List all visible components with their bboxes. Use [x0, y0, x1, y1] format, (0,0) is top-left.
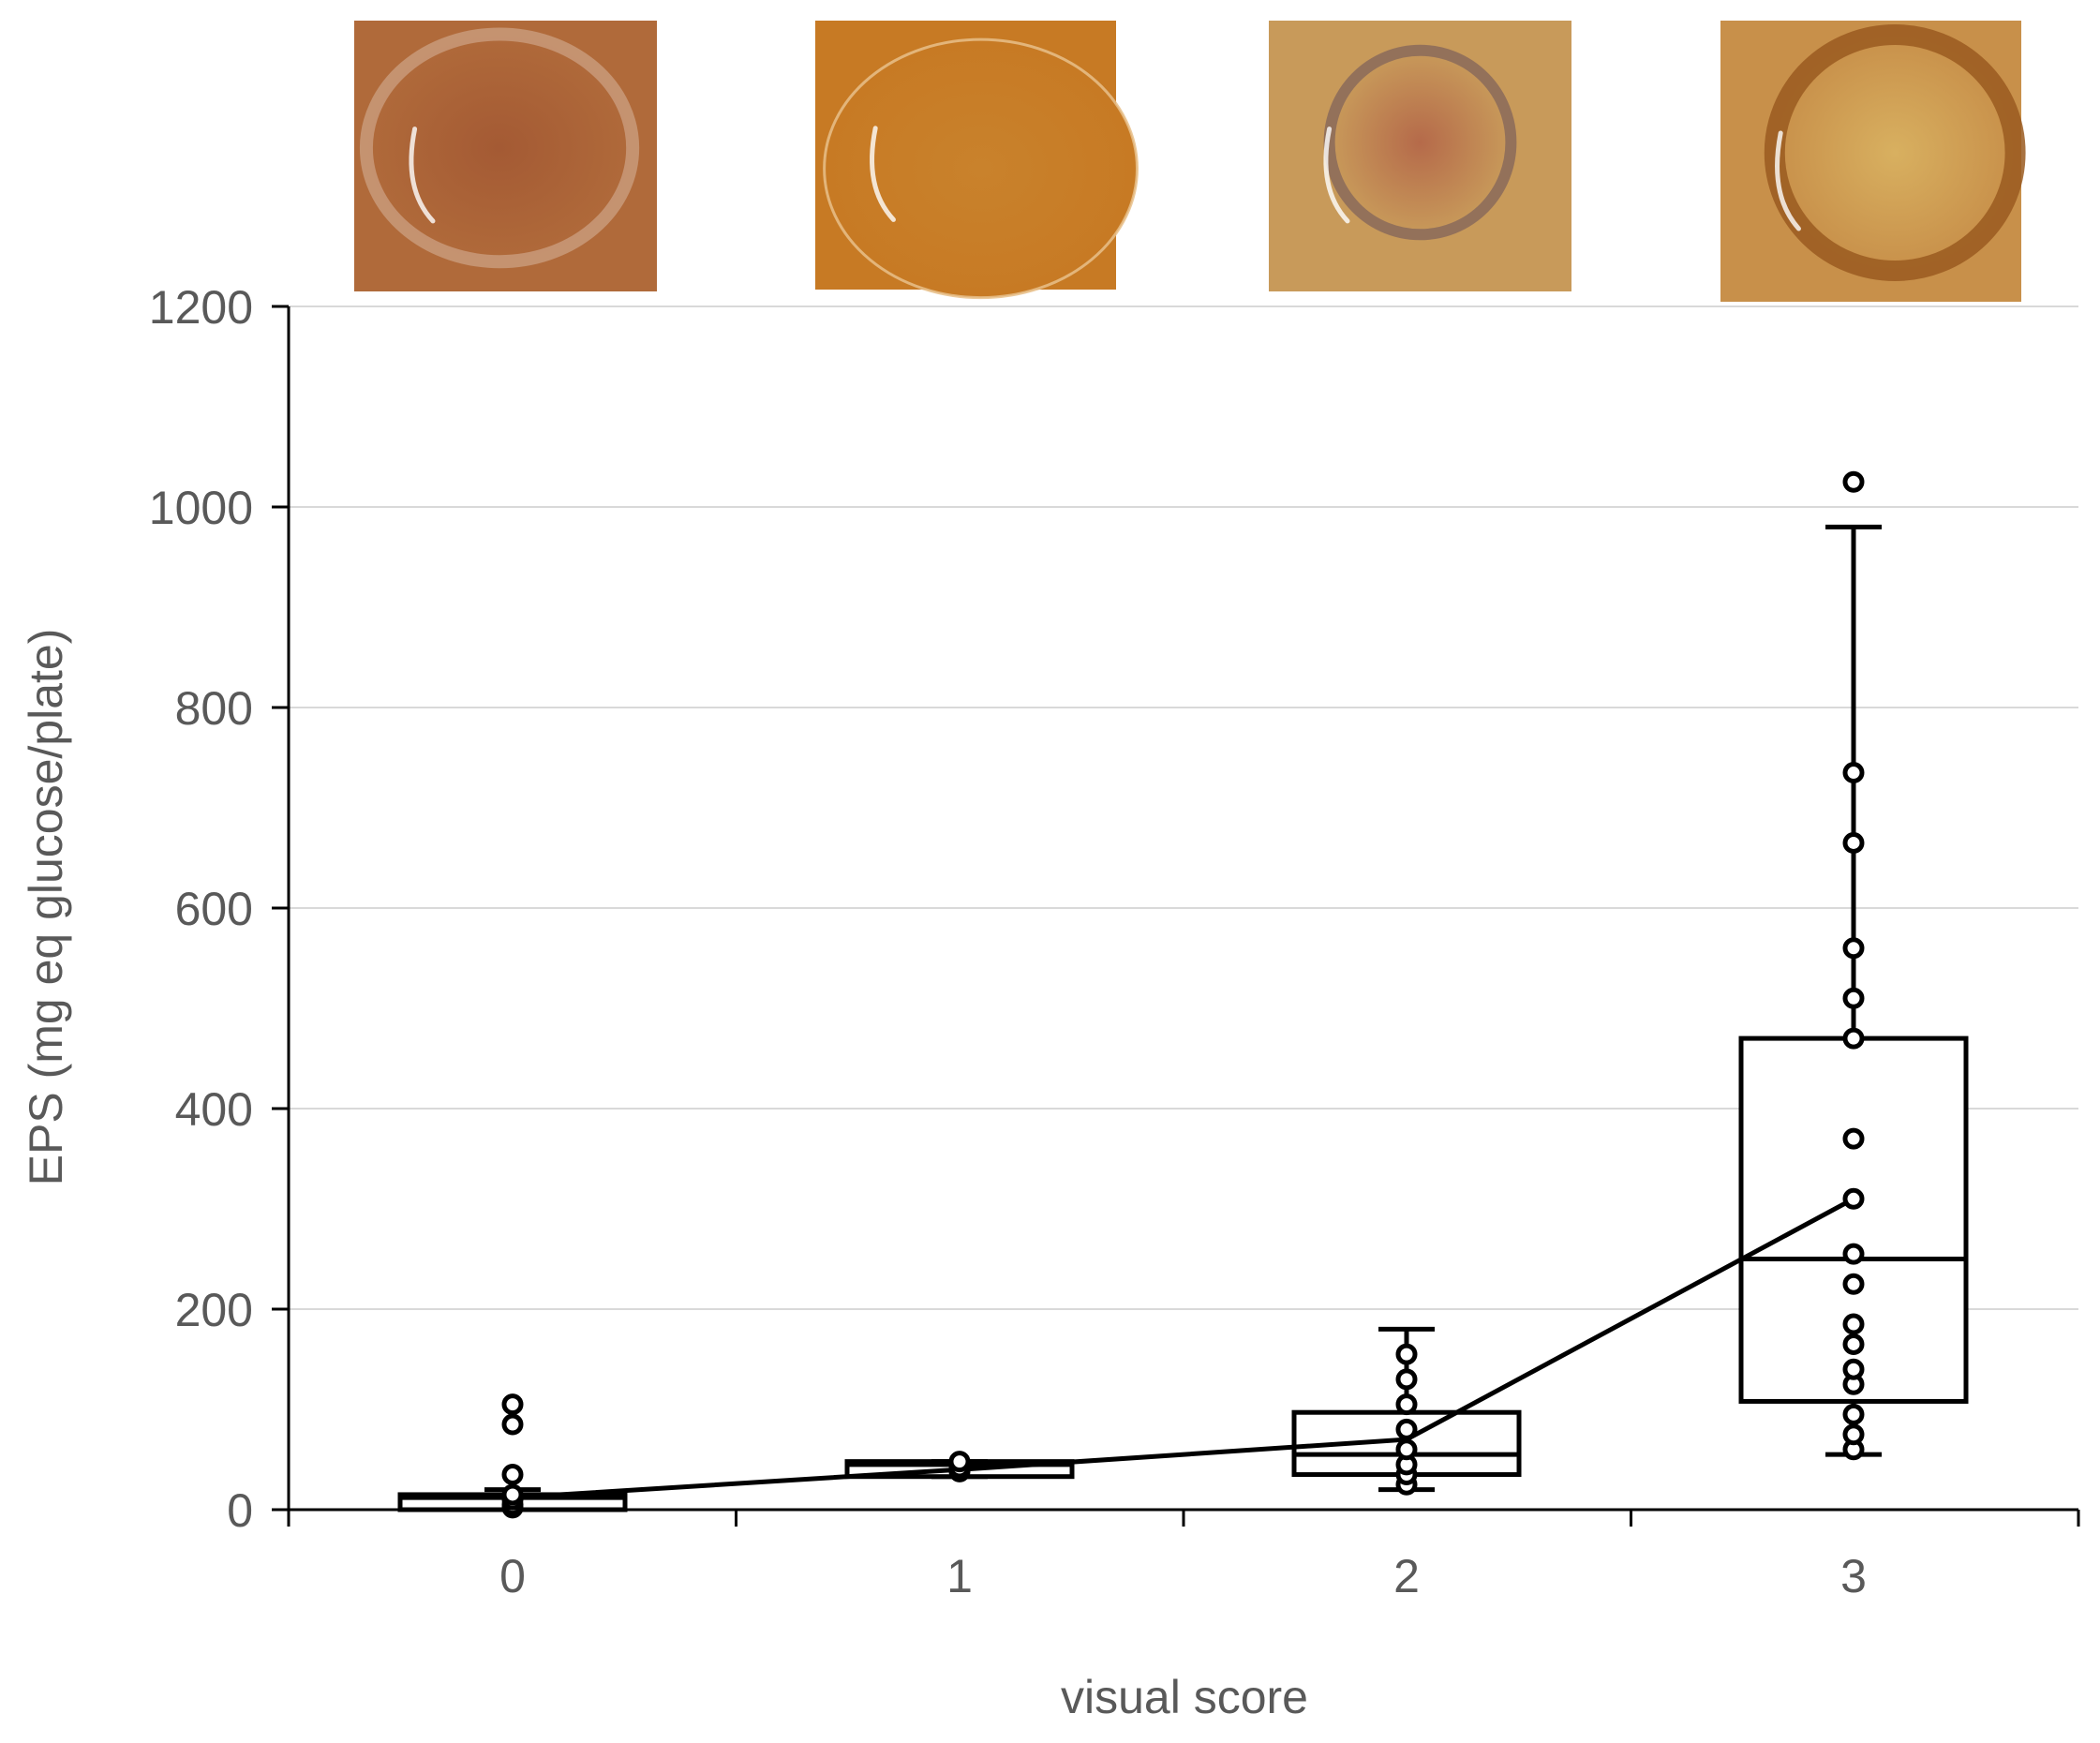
plate-glare [1775, 130, 1801, 231]
x-tick-label: 3 [1840, 1550, 1867, 1602]
points-score-3 [1842, 470, 1865, 1461]
plate-colony-ellipse [359, 27, 640, 269]
point-series [501, 470, 1865, 1519]
gridlines [289, 305, 2078, 1310]
points-score-1 [948, 1451, 971, 1482]
data-point [501, 1464, 524, 1486]
plate-photo-score-1 [815, 21, 1139, 300]
data-point [501, 1413, 524, 1436]
plate-glare [409, 127, 436, 224]
x-axis-title: visual score [1061, 1671, 1308, 1723]
data-point [1842, 1273, 1865, 1295]
data-point [948, 1451, 971, 1473]
y-tick-label: 1200 [149, 281, 253, 334]
data-point [1842, 937, 1865, 960]
data-point [1395, 1343, 1418, 1365]
mean-line [512, 1197, 1855, 1500]
data-point [1842, 1187, 1865, 1210]
data-point [1842, 762, 1865, 784]
data-point [1842, 987, 1865, 1009]
mean-series [512, 1197, 1855, 1500]
plate-colony-ellipse [823, 37, 1139, 300]
data-point [1842, 1313, 1865, 1335]
data-point [1842, 1333, 1865, 1355]
data-point [1395, 1438, 1418, 1461]
data-point [1395, 1393, 1418, 1416]
data-point [1842, 1358, 1865, 1380]
plate-glare [870, 126, 896, 222]
axes: 0 200 400 600 800 1000 1200 0 1 2 3 [149, 281, 2080, 1602]
plate-colony-ellipse [1764, 24, 2026, 281]
box-series [397, 524, 1969, 1512]
data-point [501, 1483, 524, 1506]
points-score-0 [501, 1393, 524, 1519]
data-point [1842, 1243, 1865, 1265]
plate-glare [1323, 127, 1350, 224]
y-tick-label: 0 [227, 1484, 253, 1537]
plate-photo-score-0 [354, 21, 657, 291]
y-tick-label: 1000 [149, 482, 253, 534]
data-point [1842, 1403, 1865, 1425]
points-score-2 [1395, 1343, 1418, 1496]
x-tick-label: 0 [499, 1550, 526, 1602]
data-point [1842, 831, 1865, 854]
plate-photos [354, 21, 2026, 302]
y-tick-label: 400 [175, 1083, 253, 1136]
y-tick-label: 600 [175, 883, 253, 935]
plate-photo-score-2 [1269, 21, 1571, 291]
data-point [1842, 1423, 1865, 1446]
data-point [1842, 1027, 1865, 1050]
y-tick-label: 200 [175, 1284, 253, 1336]
axis-labels: visual score EPS (mg eq glucose/plate) [20, 629, 1308, 1723]
data-point [1842, 470, 1865, 493]
data-point [1395, 1368, 1418, 1391]
x-tick-label: 1 [946, 1550, 973, 1602]
data-point [1842, 1127, 1865, 1150]
data-point [1395, 1418, 1418, 1440]
plate-photo-score-3 [1720, 21, 2026, 302]
x-tick-label: 2 [1393, 1550, 1420, 1602]
y-axis-title: EPS (mg eq glucose/plate) [20, 629, 72, 1186]
plate-colony-ellipse [1323, 44, 1517, 241]
data-point [501, 1393, 524, 1416]
y-tick-label: 800 [175, 682, 253, 735]
